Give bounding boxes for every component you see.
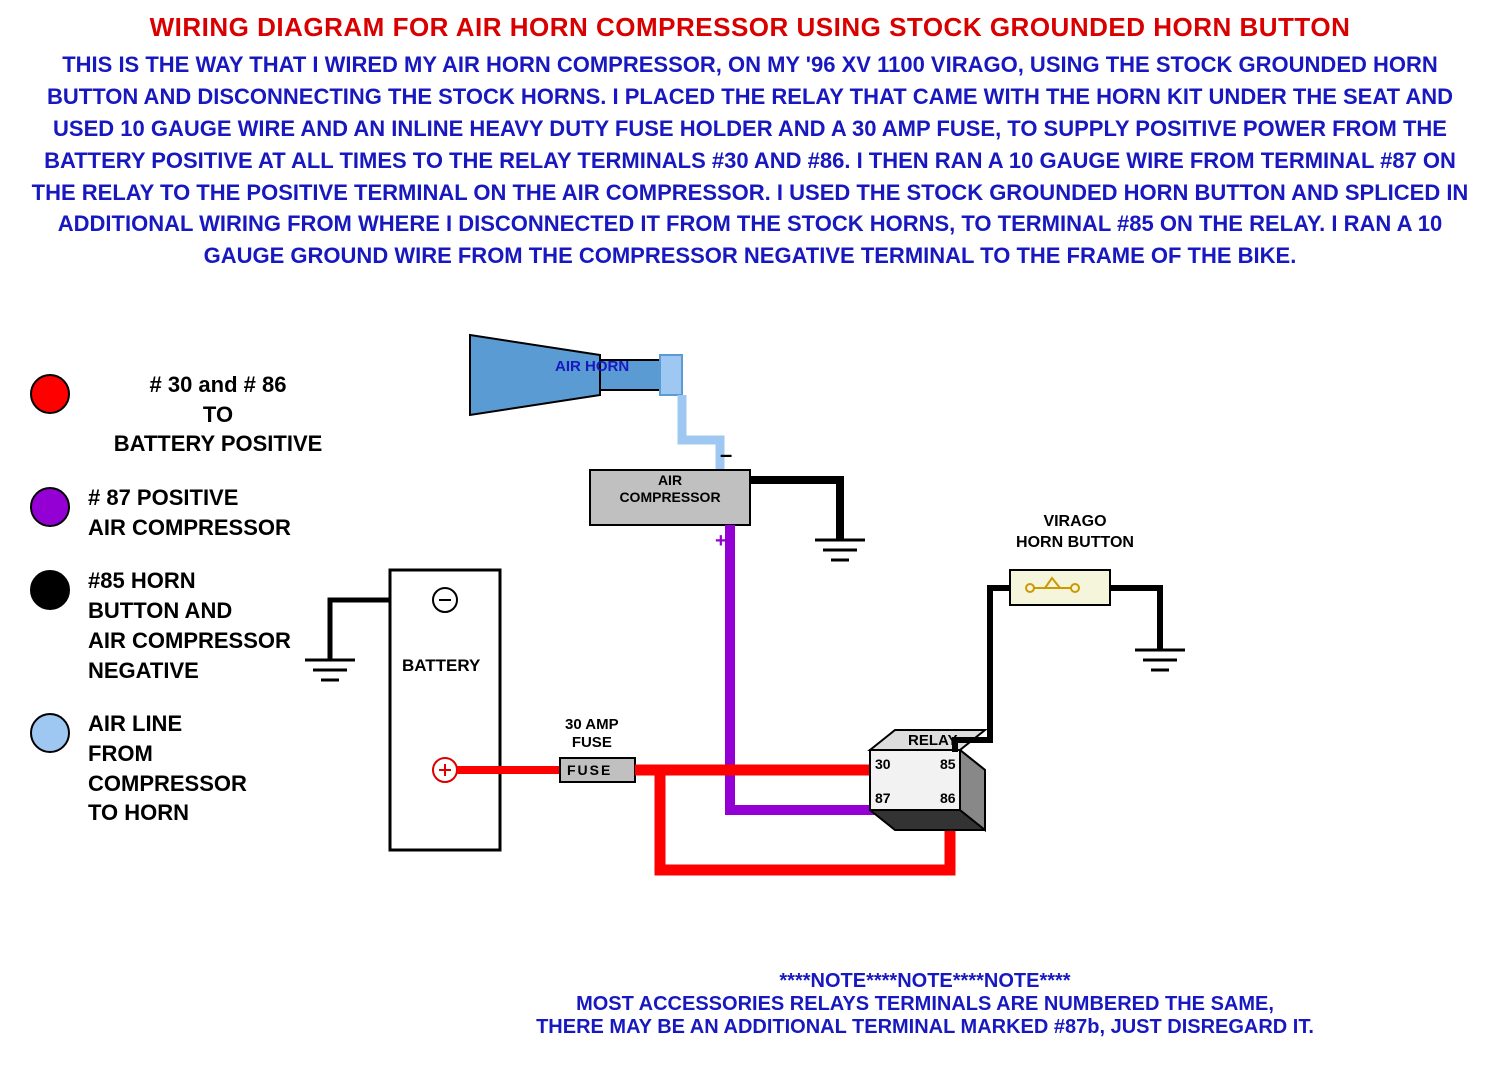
fuse-label: 30 AMP FUSE [565,716,619,752]
relay-label: RELAY [908,732,957,749]
wiring-diagram [0,0,1500,1090]
ground-symbol-icon [815,540,865,560]
air-compressor-label: AIR COMPRESSOR [595,472,745,506]
relay-terminal-87: 87 [875,790,891,806]
ground-symbol-icon [1135,650,1185,670]
horn-button-ground-wire [1110,588,1160,650]
compressor-plus: + [715,530,727,553]
note-line3: THERE MAY BE AN ADDITIONAL TERMINAL MARK… [400,1016,1450,1039]
horn-button-to-relay-wire [955,588,1010,752]
air-line-wire [682,395,720,470]
battery-label: BATTERY [402,656,480,676]
battery-ground-wire [330,600,390,660]
compressor-minus: – [720,442,732,468]
relay-terminal-86: 86 [940,790,956,806]
air-horn-icon [470,335,682,415]
relay-terminal-85: 85 [940,756,956,772]
air-horn-label: AIR HORN [555,358,629,375]
fuse-box-label: FUSE [567,762,612,778]
note-line2: MOST ACCESSORIES RELAYS TERMINALS ARE NU… [400,993,1450,1016]
note-line1: ****NOTE****NOTE****NOTE**** [400,970,1450,993]
relay-terminal-30: 30 [875,756,891,772]
ground-symbol-icon [305,660,355,680]
horn-button-label: VIRAGO HORN BUTTON [1000,512,1150,554]
compressor-ground-wire [750,480,840,540]
